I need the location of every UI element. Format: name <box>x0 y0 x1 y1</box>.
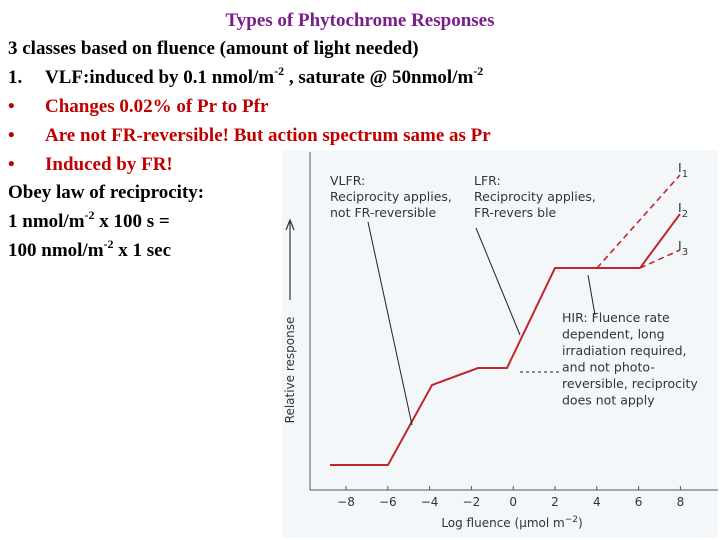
hir-label: reversible, reciprocity <box>562 376 698 391</box>
subscript: 3 <box>682 247 688 258</box>
x-tick-label: 6 <box>635 495 643 509</box>
slide-line: Are not FR-reversible! But action spectr… <box>45 125 491 146</box>
line-text: Are not FR-reversible! But action spectr… <box>45 125 491 146</box>
x-tick-label: 2 <box>551 495 559 509</box>
list-marker: • <box>8 96 15 117</box>
curve-i3 <box>639 249 681 269</box>
y-arrow-head <box>285 218 295 231</box>
subscript: 2 <box>682 209 688 220</box>
curve-letter: I <box>678 160 682 175</box>
superscript: -2 <box>473 64 483 78</box>
response-curve <box>330 267 640 466</box>
line-text: x 100 s = <box>95 211 170 232</box>
y-axis-label: Relative response <box>283 317 297 424</box>
curve-letter: I <box>678 238 682 253</box>
curve-label: I2 <box>678 200 688 220</box>
superscript: −2 <box>565 515 578 525</box>
line-text: Induced by FR! <box>45 154 173 175</box>
line-text: VLF:induced by 0.1 nmol/m <box>45 67 274 88</box>
lfr-label: LFR: <box>474 173 501 188</box>
x-tick-label: −6 <box>379 495 397 509</box>
slide-line: 100 nmol/m-2 x 1 sec <box>8 237 171 261</box>
lfr-label: Reciprocity applies, <box>474 189 596 204</box>
vlfr-label: not FR-reversible <box>330 205 436 220</box>
hir-label: dependent, long <box>562 327 665 342</box>
slide-line: 3 classes based on fluence (amount of li… <box>8 38 419 59</box>
vlfr-label: VLFR: <box>330 173 365 188</box>
line-text: Obey law of reciprocity: <box>8 182 204 203</box>
curve-letter: I <box>678 200 682 215</box>
slide-line: VLF:induced by 0.1 nmol/m-2 , saturate @… <box>45 64 483 88</box>
x-axis-label: Log fluence (μmol m−2) <box>441 515 582 530</box>
x-tick-label: −4 <box>421 495 439 509</box>
x-label-text: Log fluence (μmol m <box>441 516 564 530</box>
slide-line: Obey law of reciprocity: <box>8 182 204 203</box>
x-tick-label: 0 <box>509 495 517 509</box>
hir-label: and not photo- <box>562 360 655 375</box>
slide-line: Induced by FR! <box>45 154 173 175</box>
list-marker: 1. <box>8 67 22 88</box>
lfr-label: FR-revers ble <box>474 205 557 220</box>
x-tick-label: −8 <box>337 495 355 509</box>
hir-label: HIR: Fluence rate <box>562 310 670 325</box>
vlfr-label: Reciprocity applies, <box>330 189 452 204</box>
curve-i2 <box>639 213 681 269</box>
line-text: Changes 0.02% of Pr to Pfr <box>45 96 269 117</box>
curve-label: I3 <box>678 238 688 258</box>
line-text: 100 nmol/m <box>8 240 104 261</box>
superscript: -2 <box>104 237 114 251</box>
slide-title: Types of Phytochrome Responses <box>226 10 495 31</box>
x-tick-label: 8 <box>677 495 685 509</box>
curve-label: I1 <box>678 160 688 180</box>
line-text: 1 nmol/m <box>8 211 85 232</box>
line-text: x 1 sec <box>114 240 172 261</box>
superscript: -2 <box>85 208 95 222</box>
list-marker: • <box>8 125 15 146</box>
slide-line: 1 nmol/m-2 x 100 s = <box>8 208 170 232</box>
hir-label: irradiation required, <box>562 343 687 358</box>
slide-line: Changes 0.02% of Pr to Pfr <box>45 96 269 117</box>
list-marker: • <box>8 154 15 175</box>
lfr-leader <box>475 227 521 336</box>
x-tick-label: 4 <box>593 495 601 509</box>
x-tick-label: −2 <box>463 495 481 509</box>
superscript: -2 <box>274 64 284 78</box>
hir-label: does not apply <box>562 393 655 408</box>
hir-leader <box>587 274 596 316</box>
x-label-text: ) <box>578 516 583 530</box>
vlfr-leader <box>367 221 413 426</box>
curve-i1 <box>596 174 681 269</box>
line-text: , saturate @ 50nmol/m <box>284 67 473 88</box>
line-text: 3 classes based on fluence (amount of li… <box>8 38 419 59</box>
subscript: 1 <box>682 169 688 180</box>
